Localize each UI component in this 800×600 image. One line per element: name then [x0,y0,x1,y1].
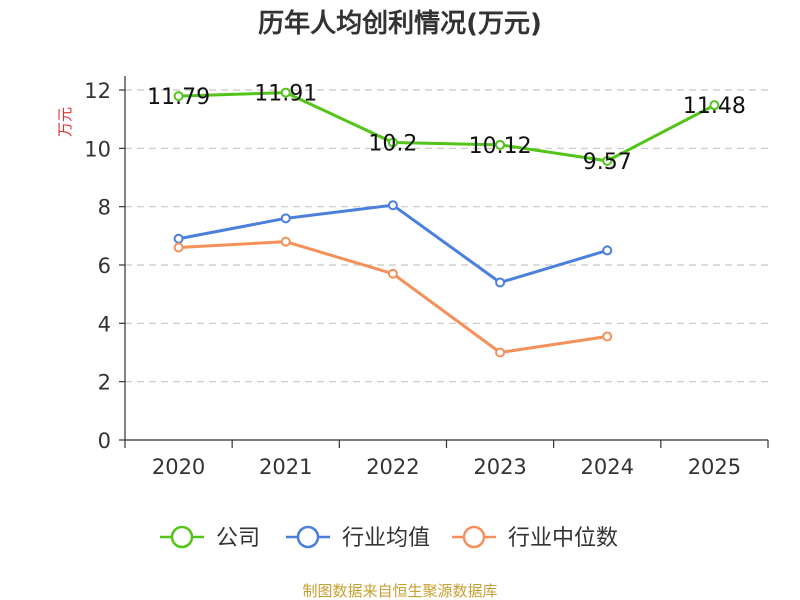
data-label-2023: 10.12 [469,134,532,159]
axes: 0 2 4 6 8 10 12 2020 2021 2022 2023 2024 2025 [84,76,769,479]
point-s2-2024 [602,331,613,342]
x-tick-label-2024: 2024 [581,455,634,479]
point-s0-2024 [602,155,613,166]
source-note: 制图数据来自恒生聚源数据库 [302,582,497,600]
legend-label-0: 公司 [216,526,260,551]
y-tick-label-8: 8 [98,196,111,220]
y-tick-label-10: 10 [84,137,111,161]
point-s0-2022 [387,137,398,148]
legend: 公司 行业均值 行业中位数 [160,525,618,551]
point-s2-2022 [387,268,398,279]
point-s1-2020 [173,233,184,244]
gridlines [125,89,768,383]
y-tick-label-6: 6 [98,254,111,278]
chart-title: 历年人均创利情况(万元) [258,8,542,39]
point-s0-2021 [280,87,291,98]
point-s1-2022 [387,200,398,211]
data-label-2022: 10.2 [368,132,417,157]
data-label-2020: 11.79 [147,85,210,110]
x-tick-label-2025: 2025 [688,455,741,479]
point-s1-2021 [280,213,291,224]
y-tick-label-2: 2 [98,371,111,395]
point-s0-2025 [709,100,720,111]
data-label-2024: 9.57 [583,150,632,175]
x-tick-label-2023: 2023 [473,455,526,479]
point-s2-2020 [173,242,184,253]
point-s1-2023 [495,277,506,288]
legend-label-1: 行业均值 [342,526,430,551]
data-label-2025: 11.48 [683,94,746,119]
legend-marker-0 [170,525,194,549]
y-tick-label-0: 0 [98,429,111,453]
point-s0-2023 [495,139,506,150]
x-tick-label-2021: 2021 [259,455,312,479]
y-axis-label: 万元 [56,107,74,137]
point-s2-2023 [495,347,506,358]
point-s1-2024 [602,245,613,256]
x-tick-label-2020: 2020 [152,455,205,479]
series-line-2 [178,240,608,354]
y-tick-label-4: 4 [98,312,111,336]
legend-marker-1 [296,525,320,549]
data-label-2021: 11.91 [254,82,317,107]
series-line-0 [178,91,716,163]
legend-marker-2 [462,525,486,549]
y-tick-label-12: 12 [84,79,111,103]
legend-label-2: 行业中位数 [508,526,618,551]
x-tick-label-2022: 2022 [366,455,419,479]
series-group [173,87,720,358]
point-s0-2020 [173,91,184,102]
data-labels: 11.79 11.91 10.2 10.12 9.57 11.48 [147,82,746,175]
point-s2-2021 [280,236,291,247]
